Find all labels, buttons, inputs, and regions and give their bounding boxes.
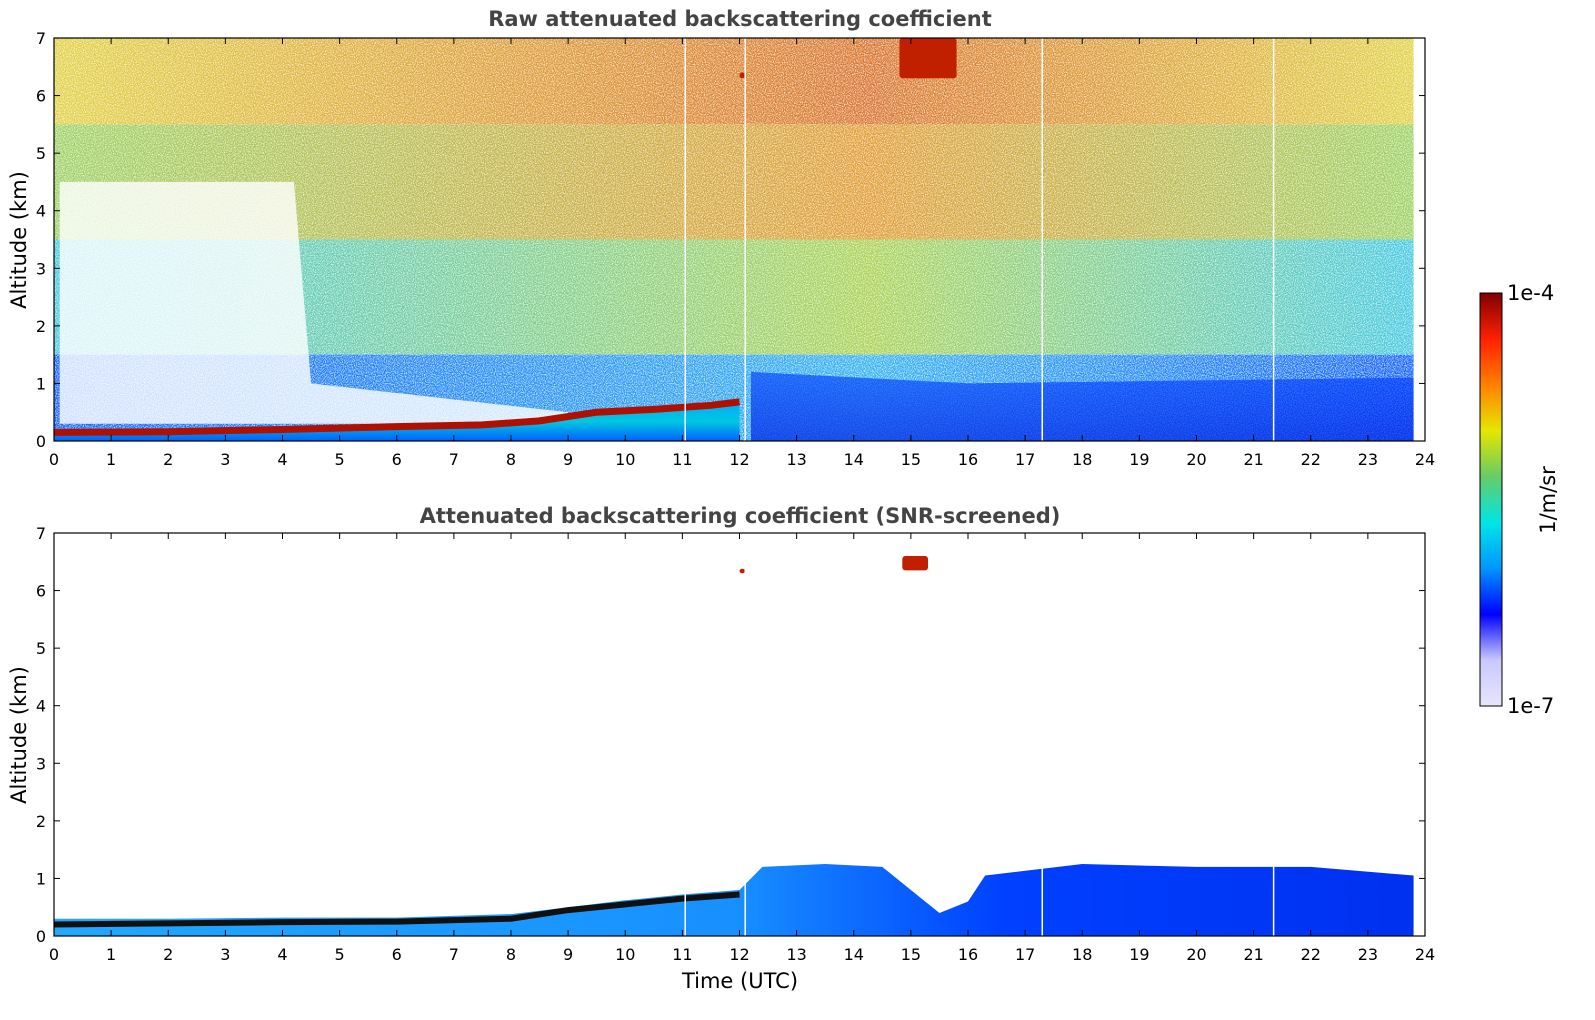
x-tick-label: 0 xyxy=(49,450,59,469)
heatmap-area xyxy=(53,533,1414,936)
x-tick-label: 4 xyxy=(277,945,287,964)
colorbar-max-label: 1e-4 xyxy=(1507,281,1554,305)
x-tick-label: 17 xyxy=(1015,945,1035,964)
x-tick-label: 6 xyxy=(392,945,402,964)
x-tick-label: 14 xyxy=(844,945,864,964)
x-tick-label: 13 xyxy=(786,945,806,964)
screened-layer xyxy=(54,864,1414,936)
y-tick-label: 6 xyxy=(36,582,46,601)
colorbar: 1e-4 1e-7 1/m/sr xyxy=(1479,281,1560,718)
x-tick-label: 17 xyxy=(1015,450,1035,469)
x-tick-label: 4 xyxy=(277,450,287,469)
colorbar-scale xyxy=(1479,292,1503,707)
y-axis-label: Altitude (km) xyxy=(7,666,31,804)
x-tick-label: 19 xyxy=(1129,945,1149,964)
x-tick-label: 3 xyxy=(220,945,230,964)
chart-panel-raw: Raw attenuated backscattering coefficien… xyxy=(7,7,1435,469)
x-tick-label: 0 xyxy=(49,945,59,964)
colorbar-min-label: 1e-7 xyxy=(1507,694,1554,718)
x-tick-label: 8 xyxy=(506,450,516,469)
x-tick-label: 1 xyxy=(106,450,116,469)
x-tick-label: 11 xyxy=(672,450,692,469)
x-axis-ticks: 0 1 2 3 4 5 6 7 8 9 10 11 12 13 14 15 16 17 18 19 20 21 22 23 24 xyxy=(49,533,1435,964)
x-tick-label: 12 xyxy=(729,945,749,964)
x-tick-label: 6 xyxy=(392,450,402,469)
x-tick-label: 9 xyxy=(563,945,573,964)
x-tick-label: 1 xyxy=(106,945,116,964)
boundary-layer-top xyxy=(53,398,740,436)
x-tick-label: 14 xyxy=(844,450,864,469)
y-tick-label: 7 xyxy=(36,29,46,48)
x-tick-label: 19 xyxy=(1129,450,1149,469)
x-tick-label: 23 xyxy=(1358,450,1378,469)
y-tick-label: 1 xyxy=(36,374,46,393)
y-tick-label: 0 xyxy=(36,927,46,946)
x-tick-label: 24 xyxy=(1415,945,1435,964)
x-tick-label: 15 xyxy=(901,450,921,469)
boundary-layer-top xyxy=(53,891,740,928)
y-tick-label: 3 xyxy=(36,259,46,278)
x-tick-label: 13 xyxy=(786,450,806,469)
y-axis-ticks: 0 1 2 3 4 5 6 7 xyxy=(36,524,1425,946)
y-tick-label: 0 xyxy=(36,432,46,451)
noise-overlay xyxy=(54,38,1414,441)
x-tick-label: 2 xyxy=(163,945,173,964)
x-tick-label: 11 xyxy=(672,945,692,964)
cloud-feature xyxy=(902,556,929,571)
y-tick-label: 5 xyxy=(36,144,46,163)
y-tick-label: 4 xyxy=(36,697,46,716)
y-tick-label: 2 xyxy=(36,317,46,336)
x-tick-label: 22 xyxy=(1301,450,1321,469)
x-tick-label: 12 xyxy=(729,450,749,469)
x-tick-label: 23 xyxy=(1358,945,1378,964)
chart-title: Attenuated backscattering coefficient (S… xyxy=(420,504,1061,528)
cloud-feature xyxy=(739,72,746,79)
chart-title: Raw attenuated backscattering coefficien… xyxy=(488,7,992,31)
x-tick-label: 18 xyxy=(1072,945,1092,964)
x-tick-label: 7 xyxy=(449,450,459,469)
x-tick-label: 20 xyxy=(1186,450,1206,469)
heatmap-area xyxy=(53,38,1414,441)
y-tick-label: 3 xyxy=(36,754,46,773)
x-tick-label: 2 xyxy=(163,450,173,469)
x-tick-label: 7 xyxy=(449,945,459,964)
x-tick-label: 8 xyxy=(506,945,516,964)
y-tick-label: 2 xyxy=(36,812,46,831)
y-axis-ticks: 0 1 2 3 4 5 6 7 xyxy=(36,29,1425,451)
x-tick-label: 21 xyxy=(1243,945,1263,964)
x-tick-label: 20 xyxy=(1186,945,1206,964)
x-tick-label: 9 xyxy=(563,450,573,469)
y-axis-label: Altitude (km) xyxy=(7,171,31,309)
x-tick-label: 10 xyxy=(615,945,635,964)
cloud-feature xyxy=(899,38,957,79)
x-tick-label: 16 xyxy=(958,945,978,964)
y-tick-label: 5 xyxy=(36,639,46,658)
y-tick-label: 6 xyxy=(36,87,46,106)
x-tick-label: 5 xyxy=(335,450,345,469)
colorbar-unit-label: 1/m/sr xyxy=(1536,466,1560,534)
y-tick-label: 1 xyxy=(36,869,46,888)
x-tick-label: 24 xyxy=(1415,450,1435,469)
y-tick-label: 4 xyxy=(36,202,46,221)
chart-panel-screened: Attenuated backscattering coefficient (S… xyxy=(7,504,1435,993)
x-tick-label: 15 xyxy=(901,945,921,964)
cloud-feature xyxy=(739,568,746,574)
aerosol-layer xyxy=(750,371,1414,441)
x-axis-ticks: 0 1 2 3 4 5 6 7 8 9 10 11 12 13 14 15 16 17 18 19 20 21 22 23 24 xyxy=(49,38,1435,469)
x-tick-label: 18 xyxy=(1072,450,1092,469)
x-axis-label: Time (UTC) xyxy=(681,969,798,993)
x-tick-label: 5 xyxy=(335,945,345,964)
y-tick-label: 7 xyxy=(36,524,46,543)
x-tick-label: 3 xyxy=(220,450,230,469)
x-tick-label: 10 xyxy=(615,450,635,469)
x-tick-label: 22 xyxy=(1301,945,1321,964)
x-tick-label: 21 xyxy=(1243,450,1263,469)
x-tick-label: 16 xyxy=(958,450,978,469)
